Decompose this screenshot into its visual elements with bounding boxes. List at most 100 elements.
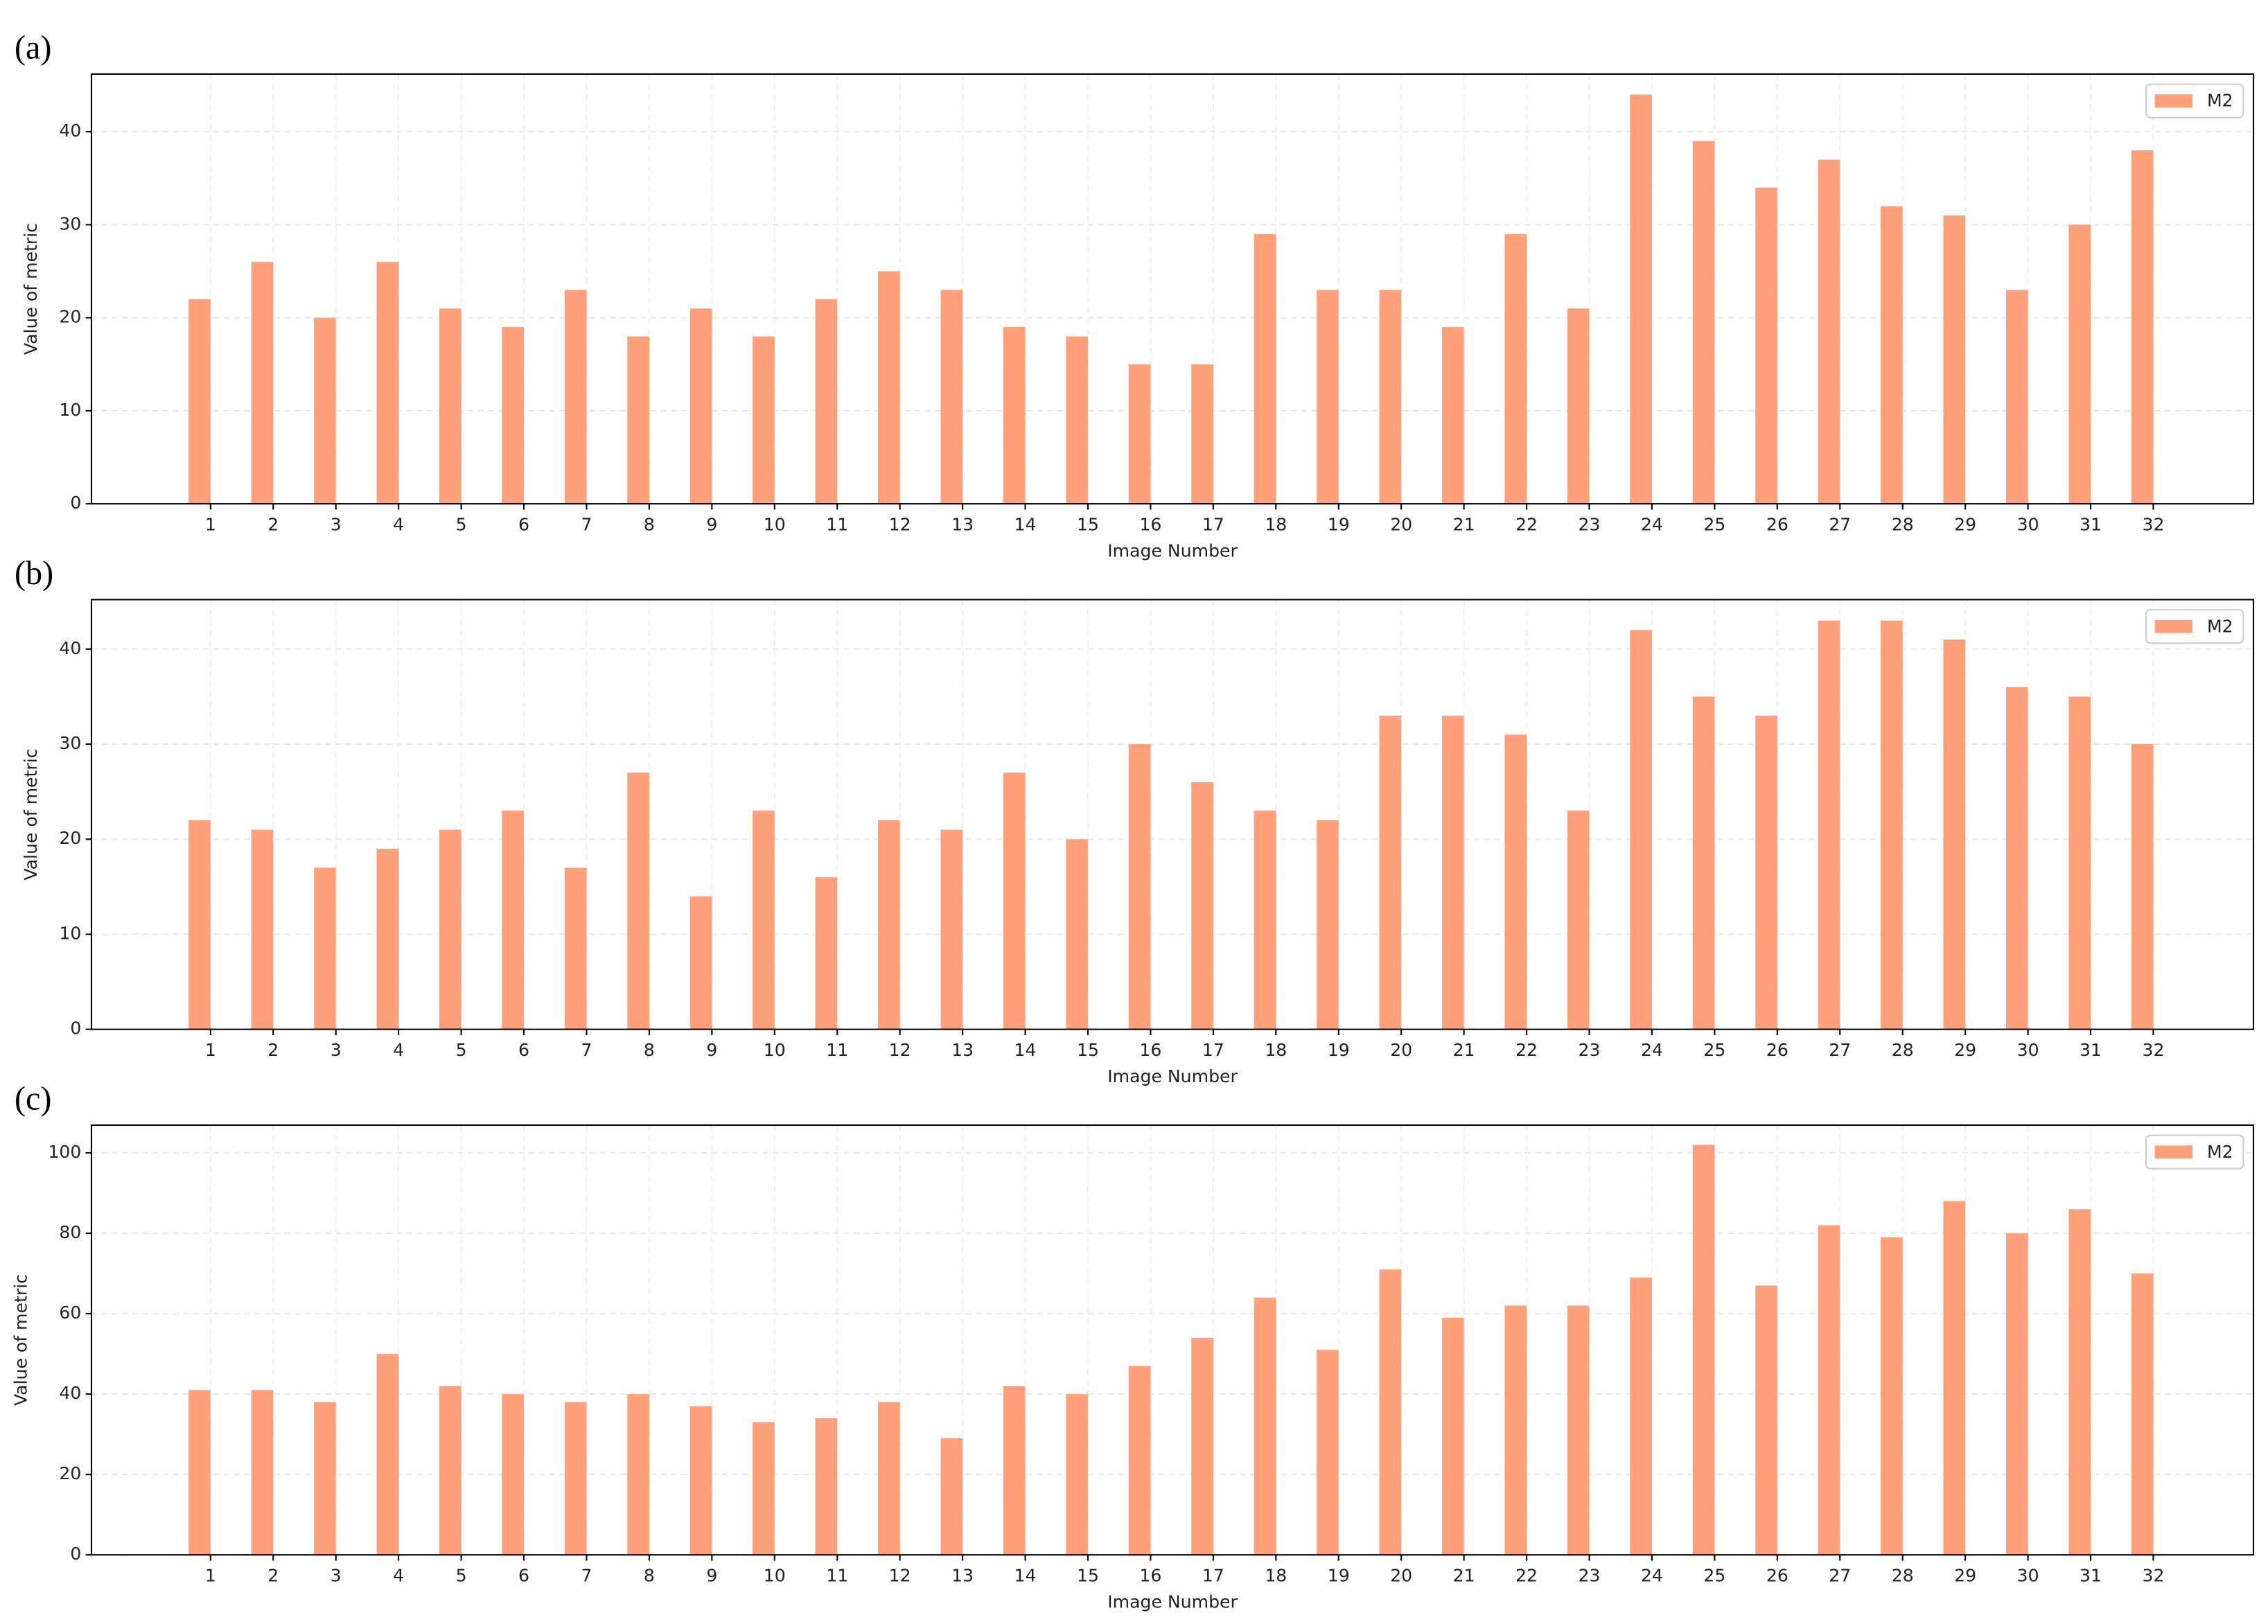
bar bbox=[2068, 1209, 2091, 1555]
x-tick-label: 21 bbox=[1453, 515, 1475, 535]
bar bbox=[940, 290, 963, 504]
x-tick-label: 30 bbox=[2017, 1040, 2039, 1060]
bar bbox=[1441, 715, 1464, 1030]
bar bbox=[1128, 744, 1151, 1030]
x-tick-label: 19 bbox=[1328, 1040, 1350, 1060]
x-tick-label: 4 bbox=[393, 515, 404, 535]
x-tick-label: 2 bbox=[267, 1040, 279, 1060]
bar bbox=[815, 1418, 838, 1555]
bar bbox=[188, 820, 211, 1030]
x-axis-label: Image Number bbox=[1107, 540, 1238, 561]
bar bbox=[1441, 327, 1464, 504]
bar bbox=[1191, 364, 1213, 504]
x-tick-label: 1 bbox=[205, 1040, 216, 1060]
y-tick-label: 0 bbox=[70, 1018, 81, 1039]
bar bbox=[1317, 1350, 1339, 1555]
x-tick-label: 23 bbox=[1579, 1040, 1601, 1060]
x-tick-label: 13 bbox=[951, 1040, 974, 1060]
bar bbox=[1692, 696, 1715, 1030]
legend-swatch bbox=[2154, 94, 2193, 108]
bar bbox=[627, 773, 649, 1030]
x-tick-label: 23 bbox=[1579, 1566, 1601, 1586]
x-tick-label: 7 bbox=[581, 1040, 592, 1060]
bar bbox=[439, 1386, 461, 1555]
legend-label: M2 bbox=[2207, 1142, 2233, 1162]
bar bbox=[753, 336, 775, 504]
x-tick-label: 32 bbox=[2142, 1040, 2164, 1060]
bar bbox=[1943, 1201, 1966, 1555]
x-tick-label: 16 bbox=[1139, 1040, 1161, 1060]
x-tick-label: 15 bbox=[1077, 1040, 1099, 1060]
x-tick-label: 14 bbox=[1014, 1040, 1037, 1060]
x-tick-label: 5 bbox=[456, 1566, 467, 1586]
bar bbox=[502, 327, 525, 504]
bar bbox=[1254, 811, 1276, 1030]
bar bbox=[1191, 782, 1213, 1030]
x-tick-label: 29 bbox=[1954, 1566, 1976, 1586]
y-tick-label: 100 bbox=[48, 1142, 81, 1162]
bar bbox=[1630, 630, 1652, 1030]
bar bbox=[1066, 1394, 1088, 1555]
bar bbox=[1504, 233, 1527, 504]
x-tick-label: 29 bbox=[1954, 515, 1976, 535]
bar bbox=[940, 1438, 963, 1555]
x-tick-label: 21 bbox=[1453, 1566, 1475, 1586]
x-tick-label: 24 bbox=[1641, 515, 1663, 535]
bar bbox=[815, 299, 838, 504]
y-tick-label: 40 bbox=[59, 638, 81, 658]
bar bbox=[1504, 734, 1527, 1030]
x-tick-label: 27 bbox=[1829, 1040, 1851, 1060]
x-tick-label: 14 bbox=[1014, 1566, 1037, 1586]
x-tick-label: 7 bbox=[581, 515, 592, 535]
bar bbox=[1692, 1145, 1715, 1555]
x-tick-label: 21 bbox=[1453, 1040, 1475, 1060]
x-tick-label: 7 bbox=[581, 1566, 592, 1586]
bar bbox=[1128, 1366, 1151, 1555]
x-tick-label: 32 bbox=[2142, 1566, 2164, 1586]
bar bbox=[1567, 1305, 1590, 1555]
x-tick-label: 22 bbox=[1515, 1040, 1538, 1060]
x-tick-label: 9 bbox=[706, 1566, 717, 1586]
bar bbox=[1191, 1337, 1213, 1555]
x-tick-label: 17 bbox=[1202, 1566, 1224, 1586]
x-tick-label: 10 bbox=[764, 1040, 786, 1060]
x-tick-label: 12 bbox=[889, 1040, 911, 1060]
x-tick-label: 25 bbox=[1703, 1040, 1725, 1060]
x-tick-label: 2 bbox=[267, 1566, 279, 1586]
x-tick-label: 26 bbox=[1766, 515, 1788, 535]
x-tick-label: 32 bbox=[2142, 515, 2164, 535]
x-tick-label: 5 bbox=[456, 515, 467, 535]
bar bbox=[2005, 687, 2028, 1030]
bar bbox=[1003, 773, 1026, 1030]
bar bbox=[1379, 290, 1402, 504]
x-tick-label: 18 bbox=[1265, 1566, 1287, 1586]
bar bbox=[376, 848, 399, 1030]
bar bbox=[1818, 1225, 1840, 1555]
bar bbox=[1818, 159, 1840, 504]
x-tick-label: 6 bbox=[518, 1566, 529, 1586]
bar bbox=[1254, 1297, 1276, 1555]
legend-box bbox=[2145, 83, 2244, 118]
bar bbox=[1881, 206, 1903, 504]
y-tick-label: 10 bbox=[59, 923, 81, 943]
x-tick-label: 31 bbox=[2080, 1040, 2102, 1060]
y-axis-label: Value of metric bbox=[21, 223, 41, 355]
bar bbox=[1755, 187, 1777, 504]
x-tick-label: 29 bbox=[1954, 1040, 1976, 1060]
legend-label: M2 bbox=[2207, 616, 2233, 636]
bar bbox=[1630, 94, 1652, 504]
bar bbox=[1441, 1317, 1464, 1555]
x-axis-label: Image Number bbox=[1107, 1066, 1238, 1086]
axes-frame bbox=[90, 73, 2255, 505]
x-tick-label: 2 bbox=[267, 515, 279, 535]
bar bbox=[1630, 1277, 1652, 1555]
bar bbox=[1881, 620, 1903, 1030]
x-tick-label: 30 bbox=[2017, 515, 2039, 535]
axes-frame bbox=[90, 1124, 2255, 1556]
y-tick-label: 20 bbox=[59, 828, 81, 848]
bar bbox=[1567, 308, 1590, 504]
x-tick-label: 19 bbox=[1328, 515, 1350, 535]
x-tick-label: 8 bbox=[644, 1040, 655, 1060]
bar bbox=[2005, 1233, 2028, 1555]
